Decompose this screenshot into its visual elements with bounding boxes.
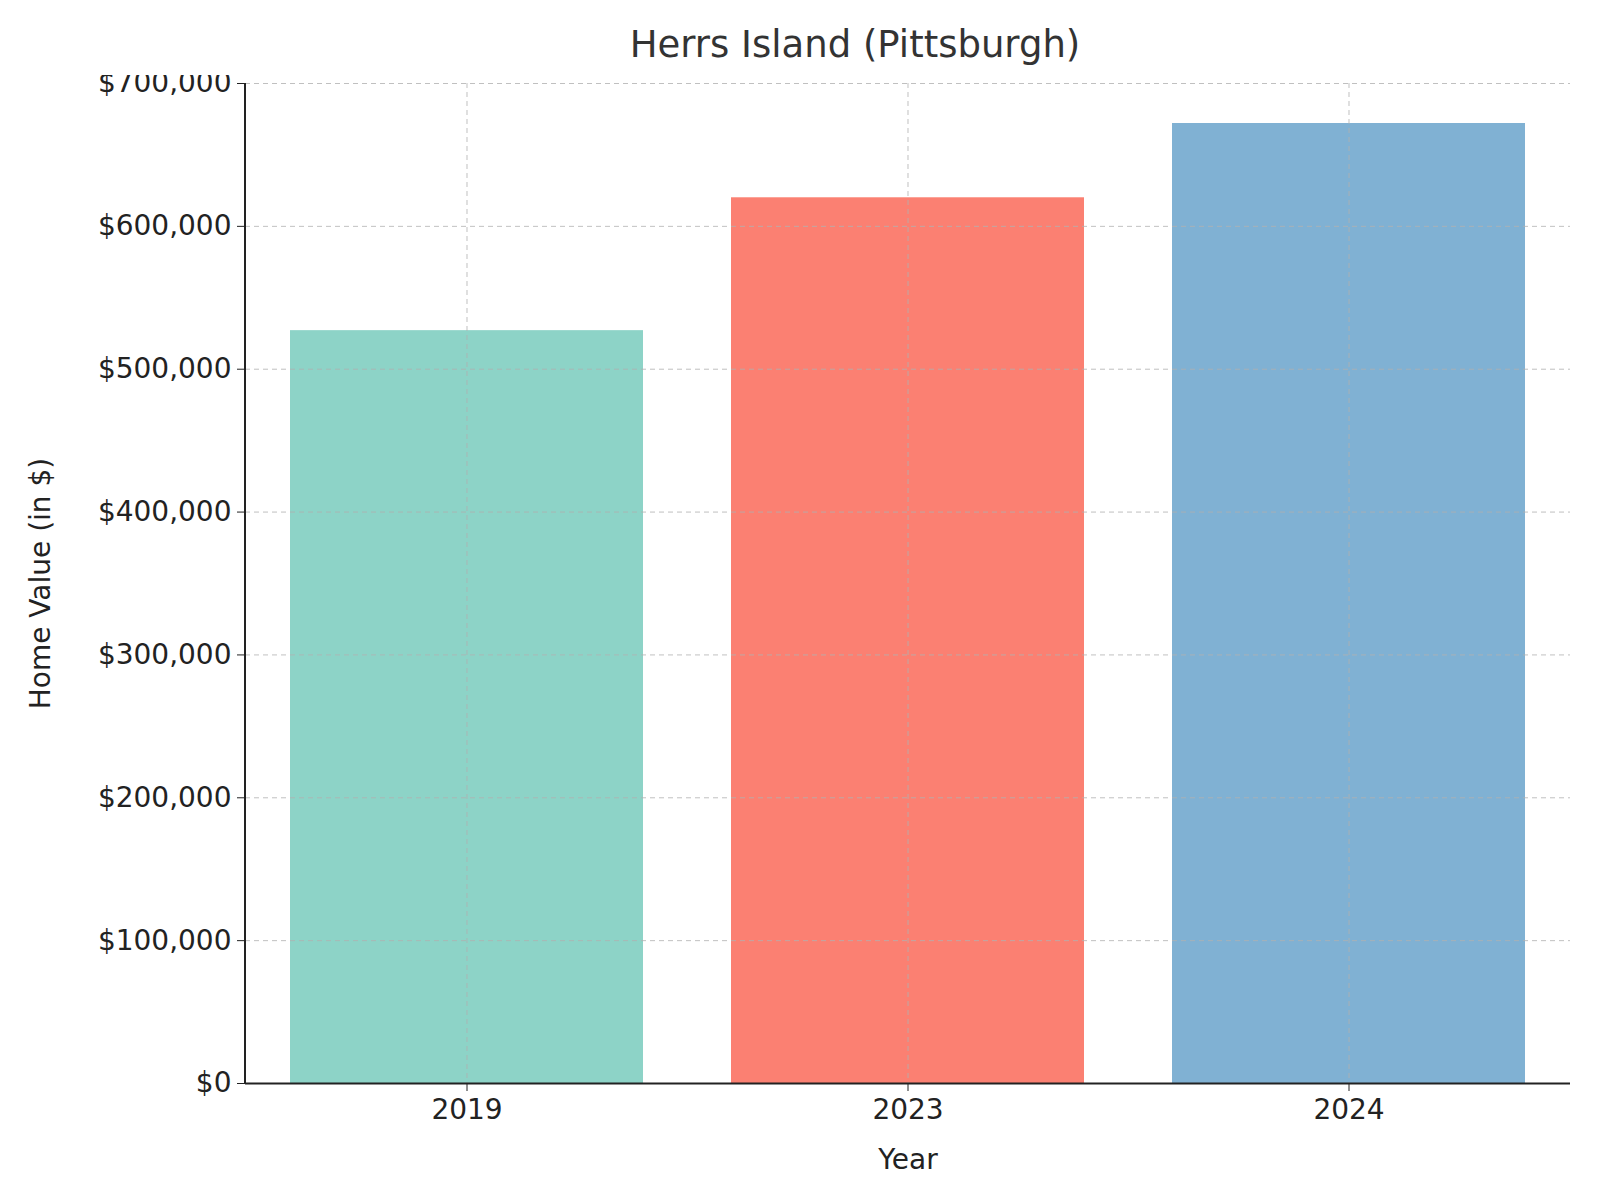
svg-text:2019: 2019 <box>431 1093 502 1126</box>
html-text:Herrs Island (Pittsburgh): Herrs Island (Pittsburgh) <box>629 23 1081 66</box>
svg-text:$200,000: $200,000 <box>98 781 232 814</box>
svg-text:$600,000: $600,000 <box>98 209 232 242</box>
svg-text:$0: $0 <box>196 1066 232 1099</box>
svg-text:2023: 2023 <box>872 1093 943 1126</box>
svg-text:$300,000: $300,000 <box>98 638 232 671</box>
svg-text:$100,000: $100,000 <box>98 924 232 957</box>
svg-text:Home Value (in $): Home Value (in $) <box>24 458 57 709</box>
svg-text:Year: Year <box>877 1143 938 1176</box>
svg-text:$500,000: $500,000 <box>98 352 232 385</box>
svg-text:2024: 2024 <box>1313 1093 1384 1126</box>
svg-text:$400,000: $400,000 <box>98 495 232 528</box>
svg-text:$700,000: $700,000 <box>98 75 232 99</box>
